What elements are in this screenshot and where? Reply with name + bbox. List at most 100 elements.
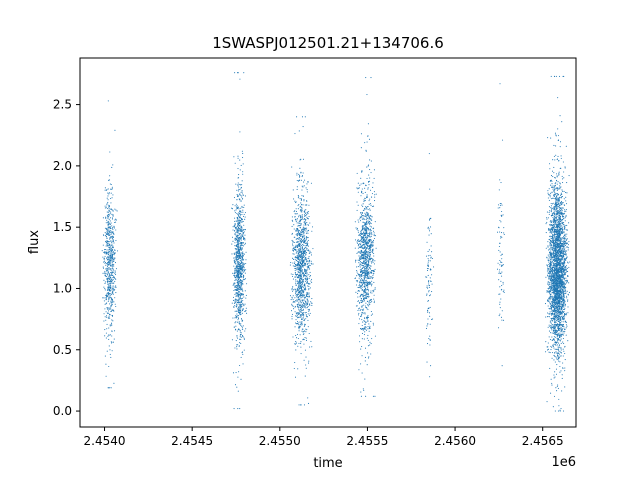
data-point	[308, 285, 310, 288]
data-point	[302, 186, 304, 188]
data-point	[357, 259, 359, 261]
data-point	[426, 361, 428, 363]
data-point	[238, 265, 240, 267]
data-point	[550, 198, 552, 200]
data-point	[102, 244, 104, 246]
data-point	[106, 350, 108, 352]
data-point	[298, 289, 300, 291]
data-point	[302, 237, 304, 239]
data-point	[366, 166, 368, 168]
data-point	[111, 299, 113, 301]
data-point	[372, 239, 375, 242]
data-point	[364, 360, 366, 362]
data-point	[106, 242, 108, 244]
data-point	[303, 234, 305, 236]
data-point	[294, 263, 296, 265]
data-point	[294, 246, 297, 249]
data-point	[299, 314, 301, 316]
data-point	[546, 270, 548, 272]
data-point	[241, 214, 243, 216]
data-point	[107, 276, 109, 278]
data-point	[232, 204, 234, 206]
data-point	[294, 213, 296, 215]
data-point	[374, 196, 376, 198]
data-point	[369, 256, 371, 258]
data-point	[368, 330, 370, 332]
data-point	[367, 246, 369, 248]
data-point	[363, 300, 366, 302]
data-point	[311, 230, 313, 232]
data-point	[236, 275, 238, 277]
data-point	[365, 269, 367, 271]
data-point	[106, 269, 108, 271]
data-point	[240, 164, 242, 167]
data-point	[236, 278, 238, 280]
data-point	[106, 295, 108, 298]
data-point	[426, 293, 428, 295]
data-point	[294, 256, 296, 258]
data-point	[243, 338, 245, 340]
data-point	[111, 232, 113, 234]
data-point	[362, 308, 365, 310]
data-point	[295, 315, 297, 317]
data-point	[112, 231, 114, 233]
data-point	[111, 263, 113, 265]
data-point	[305, 318, 307, 320]
data-point	[111, 292, 113, 294]
data-point	[107, 229, 109, 231]
data-point	[298, 302, 300, 304]
data-point	[551, 336, 553, 338]
data-point	[113, 275, 115, 277]
data-point	[361, 277, 363, 280]
data-point	[106, 189, 108, 191]
data-point	[301, 270, 303, 272]
data-point	[237, 289, 239, 291]
data-point	[360, 217, 362, 219]
data-point	[498, 249, 500, 251]
data-point	[431, 283, 433, 285]
data-point	[297, 316, 299, 318]
data-point	[105, 241, 107, 243]
data-point	[234, 242, 236, 244]
data-point	[236, 288, 238, 290]
data-point	[366, 271, 368, 273]
data-point	[105, 303, 107, 305]
data-point	[234, 286, 236, 289]
data-point	[555, 368, 558, 370]
data-point	[238, 281, 240, 283]
data-point	[294, 343, 296, 345]
data-point	[237, 258, 239, 261]
data-point	[104, 260, 106, 262]
data-point	[244, 330, 246, 332]
data-point	[308, 289, 310, 291]
data-point	[240, 301, 242, 303]
data-point	[236, 299, 238, 301]
data-point	[109, 217, 111, 219]
data-point	[241, 150, 243, 152]
data-point	[370, 285, 373, 287]
data-point	[106, 249, 108, 251]
data-point	[369, 236, 371, 238]
data-point	[498, 315, 500, 317]
data-point	[360, 269, 362, 271]
data-point	[108, 283, 110, 285]
data-point	[109, 276, 111, 278]
data-point	[369, 208, 371, 210]
data-point	[302, 296, 304, 298]
data-point	[362, 246, 364, 248]
data-point	[296, 240, 298, 242]
data-point	[234, 162, 236, 164]
data-point	[111, 325, 113, 327]
data-point	[296, 213, 298, 215]
data-point	[237, 225, 239, 227]
data-point	[302, 290, 304, 292]
data-point	[307, 249, 309, 251]
data-point	[111, 256, 113, 258]
data-point	[366, 231, 368, 233]
data-point	[109, 241, 111, 243]
data-point	[300, 322, 302, 324]
data-point	[363, 327, 365, 329]
data-point	[359, 261, 362, 263]
data-point	[297, 229, 299, 231]
data-point	[368, 276, 370, 278]
